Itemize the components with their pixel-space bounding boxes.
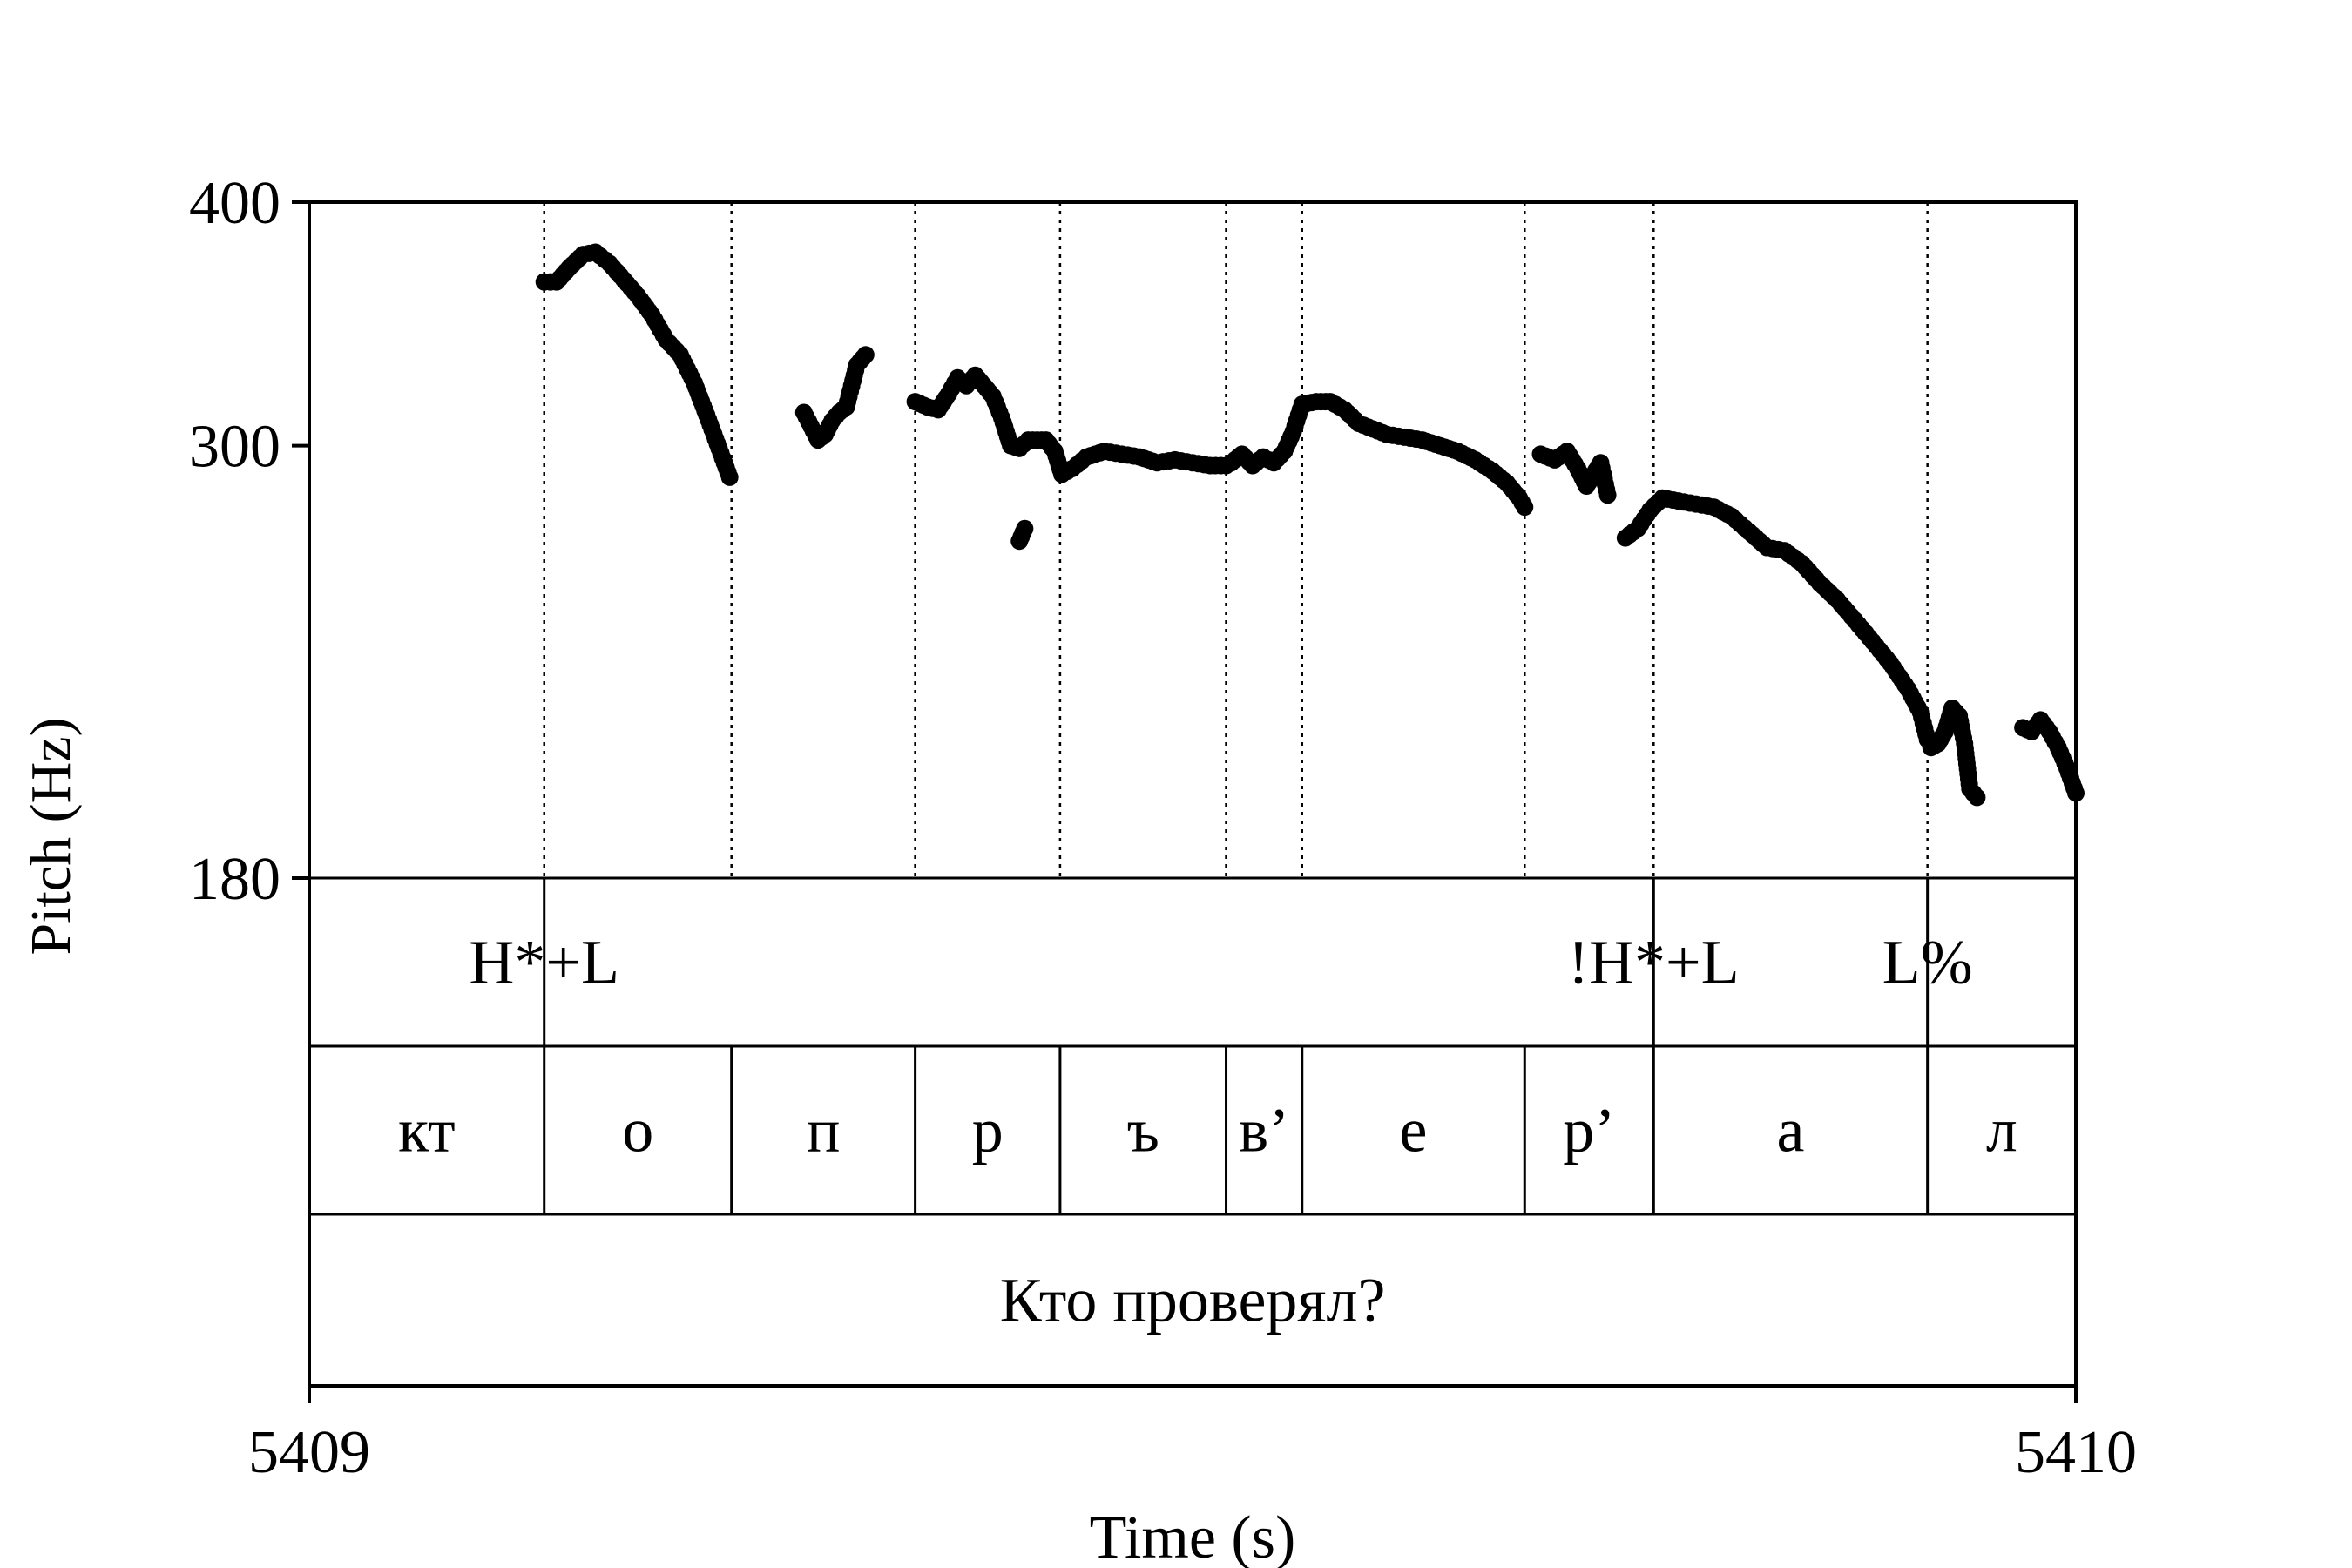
pitch-panel-frame	[308, 200, 2078, 1388]
pitch-point	[1016, 519, 1034, 537]
segment-label: л	[1986, 1096, 2017, 1166]
tone-label: H*+L	[469, 928, 619, 997]
pitch-point	[1516, 498, 1534, 517]
segment-label: в’	[1239, 1096, 1289, 1166]
segment-label: п	[807, 1096, 841, 1166]
y-tick-label: 300	[189, 414, 280, 481]
tone-label: !H*+L	[1568, 928, 1740, 997]
y-axis-title: Pitch (Hz)	[19, 717, 83, 955]
axes: Pitch (Hz) Time (s) 5409 5410 400 300 180	[19, 170, 2137, 1568]
segment-label: е	[1400, 1096, 1428, 1166]
figure-frame	[308, 200, 2078, 1388]
pitch-points	[535, 243, 2085, 807]
segment-label: о	[622, 1096, 653, 1166]
segment-label: р’	[1563, 1096, 1615, 1166]
segment-boundaries	[543, 202, 1930, 1214]
tone-label: L%	[1882, 928, 1973, 997]
pitch-point	[856, 346, 875, 364]
sentence-label: Кто проверял?	[1000, 1266, 1386, 1335]
x-axis-title: Time (s)	[1090, 1504, 1296, 1568]
pitch-point	[1968, 788, 1986, 807]
tier-labels: H*+L !H*+L L% кт о п р ъ в’ е р’ а л Кто проверял?	[398, 928, 2017, 1335]
segment-label: р	[972, 1096, 1004, 1166]
pitch-point	[1598, 486, 1617, 504]
segment-label: а	[1776, 1096, 1804, 1166]
y-tick-label: 400	[189, 170, 280, 237]
segment-label: ъ	[1127, 1096, 1159, 1166]
x-tick-label-start: 5409	[248, 1419, 370, 1486]
x-tick-label-end: 5410	[2015, 1419, 2137, 1486]
y-tick-label: 180	[189, 846, 280, 913]
pitch-point	[720, 468, 739, 486]
segment-label: кт	[398, 1096, 456, 1166]
